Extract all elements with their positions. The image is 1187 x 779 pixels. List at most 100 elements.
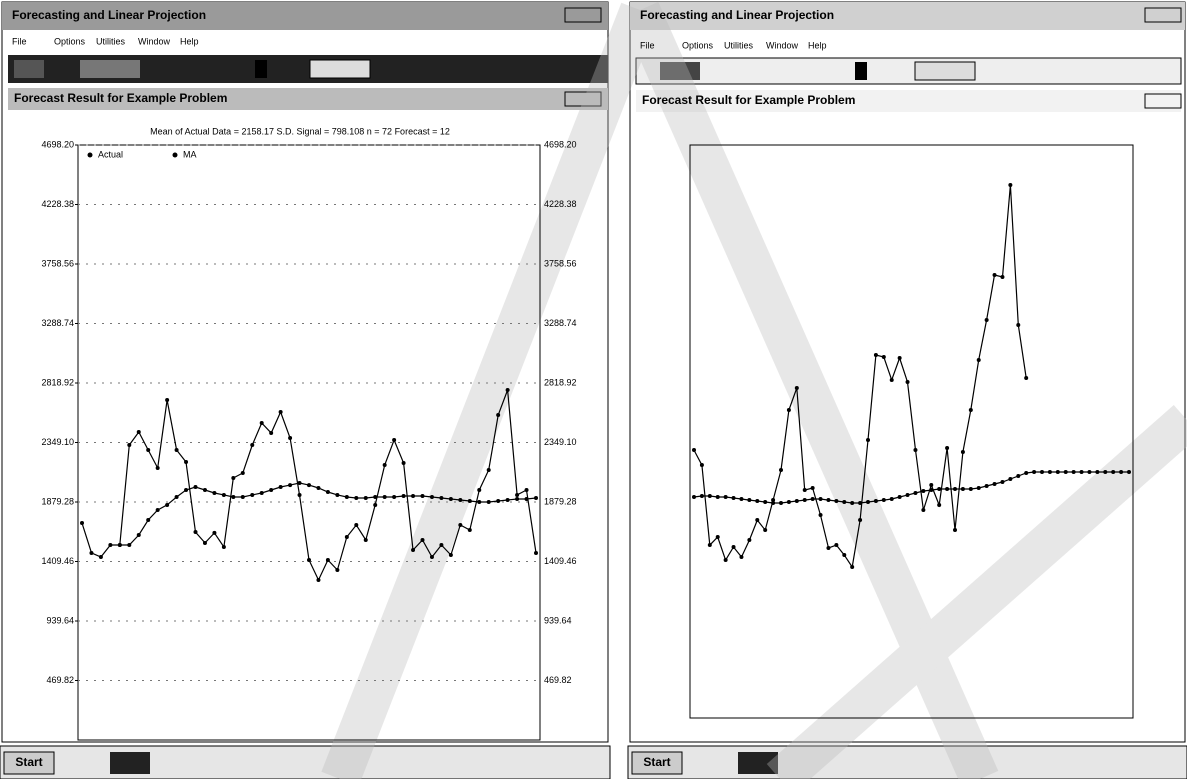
- y-tick-label: 1409.46: [544, 556, 577, 566]
- data-point: [421, 538, 425, 542]
- data-point: [763, 528, 767, 532]
- data-point: [906, 493, 910, 497]
- data-point: [364, 496, 368, 500]
- menu-item[interactable]: File: [640, 40, 655, 50]
- data-point: [411, 494, 415, 498]
- data-point: [834, 543, 838, 547]
- y-tick-label: 4698.20: [41, 139, 74, 149]
- data-point: [1111, 470, 1115, 474]
- data-point: [906, 380, 910, 384]
- toolbar-button[interactable]: [14, 60, 44, 78]
- data-point: [515, 497, 519, 501]
- data-point: [977, 358, 981, 362]
- data-point: [506, 498, 510, 502]
- data-point: [316, 578, 320, 582]
- page: {"windows": [ {"title": "Forecasting and…: [0, 0, 1187, 779]
- toolbar-button[interactable]: [255, 60, 267, 78]
- menu-item[interactable]: Help: [180, 36, 199, 46]
- menu-item[interactable]: Options: [54, 36, 86, 46]
- y-tick-label: 3758.56: [41, 258, 74, 268]
- screen: Start Start Forecasting and Linear Proje…: [0, 0, 1187, 779]
- data-point: [392, 438, 396, 442]
- data-point: [1032, 470, 1036, 474]
- menu-item[interactable]: Window: [766, 40, 799, 50]
- y-tick-label: 1409.46: [41, 556, 74, 566]
- data-point: [969, 487, 973, 491]
- data-point: [222, 493, 226, 497]
- window-title: Forecasting and Linear Projection: [640, 8, 834, 22]
- data-point: [882, 498, 886, 502]
- data-point: [184, 460, 188, 464]
- data-point: [137, 533, 141, 537]
- taskbar-button[interactable]: [110, 752, 150, 774]
- toolbar-button[interactable]: [855, 62, 867, 80]
- start-label[interactable]: Start: [643, 755, 670, 769]
- data-point: [779, 468, 783, 472]
- menu-item[interactable]: Help: [808, 40, 827, 50]
- data-point: [250, 493, 254, 497]
- menu-item[interactable]: Utilities: [724, 40, 754, 50]
- data-point: [819, 513, 823, 517]
- data-point: [194, 485, 198, 489]
- data-point: [755, 499, 759, 503]
- data-point: [89, 551, 93, 555]
- data-point: [937, 503, 941, 507]
- y-tick-label: 939.64: [46, 615, 74, 625]
- data-point: [890, 497, 894, 501]
- y-tick-label: 939.64: [544, 615, 572, 625]
- data-point: [1119, 470, 1123, 474]
- menu-item[interactable]: Utilities: [96, 36, 126, 46]
- data-point: [842, 553, 846, 557]
- data-point: [127, 543, 131, 547]
- data-point: [525, 488, 529, 492]
- data-point: [231, 476, 235, 480]
- legend-label: MA: [183, 149, 197, 159]
- toolbar-button[interactable]: [310, 60, 370, 78]
- data-point: [402, 494, 406, 498]
- data-point: [335, 568, 339, 572]
- data-point: [961, 487, 965, 491]
- data-point: [392, 495, 396, 499]
- chart-subtitle: Mean of Actual Data = 2158.17 S.D. Signa…: [150, 126, 450, 136]
- data-point: [692, 495, 696, 499]
- data-point: [421, 494, 425, 498]
- data-point: [279, 410, 283, 414]
- data-point: [842, 500, 846, 504]
- data-point: [345, 535, 349, 539]
- data-point: [747, 498, 751, 502]
- data-point: [477, 500, 481, 504]
- data-point: [335, 493, 339, 497]
- menu-item[interactable]: File: [12, 36, 27, 46]
- data-point: [496, 499, 500, 503]
- data-point: [771, 501, 775, 505]
- data-point: [477, 488, 481, 492]
- data-point: [700, 494, 704, 498]
- data-point: [747, 538, 751, 542]
- data-point: [811, 497, 815, 501]
- y-tick-label: 3288.74: [544, 318, 577, 328]
- data-point: [506, 388, 510, 392]
- toolbar-button[interactable]: [915, 62, 975, 80]
- data-point: [316, 486, 320, 490]
- data-point: [819, 497, 823, 501]
- data-point: [724, 495, 728, 499]
- data-point: [468, 528, 472, 532]
- data-point: [700, 463, 704, 467]
- y-tick-label: 469.82: [46, 675, 74, 685]
- menu-item[interactable]: Options: [682, 40, 714, 50]
- data-point: [826, 546, 830, 550]
- data-point: [354, 496, 358, 500]
- menu-item[interactable]: Window: [138, 36, 171, 46]
- start-label[interactable]: Start: [15, 755, 42, 769]
- data-point: [515, 493, 519, 497]
- toolbar-button[interactable]: [80, 60, 140, 78]
- data-point: [985, 318, 989, 322]
- data-point: [184, 488, 188, 492]
- data-point: [890, 378, 894, 382]
- data-point: [383, 463, 387, 467]
- data-point: [1048, 470, 1052, 474]
- data-point: [795, 499, 799, 503]
- data-point: [755, 518, 759, 522]
- data-point: [803, 498, 807, 502]
- data-point: [487, 500, 491, 504]
